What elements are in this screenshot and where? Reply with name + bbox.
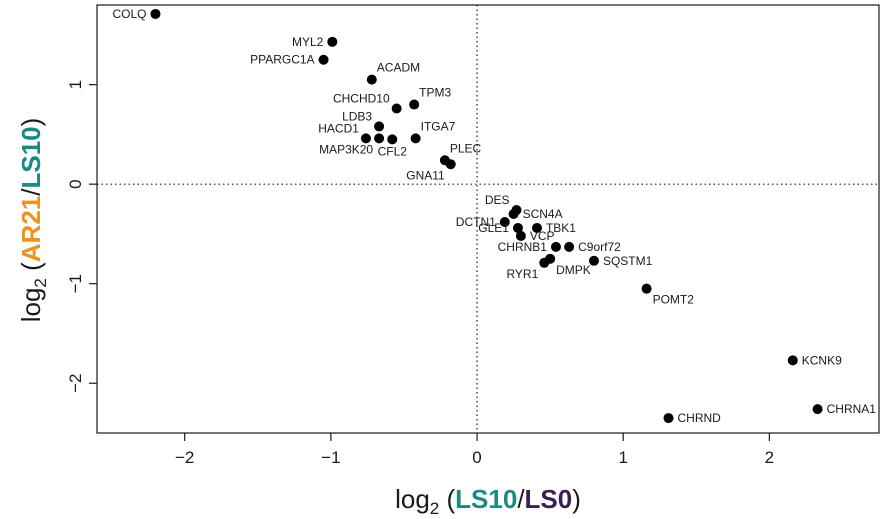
y-axis-title-open: ( (16, 262, 46, 278)
y-tick-label: 0 (66, 179, 85, 188)
y-axis: −2 −1 0 1 (66, 80, 97, 393)
point-label: GNA11 (406, 168, 445, 182)
data-point (499, 216, 510, 227)
point-label: PPARGC1A (250, 53, 314, 67)
y-axis-title-close: ) (16, 118, 46, 127)
data-points (150, 8, 823, 424)
x-axis-title-open: ( (439, 484, 455, 514)
x-axis-title: log2 (LS10/LS0) (395, 484, 581, 518)
data-point (391, 103, 402, 114)
y-axis-title-subscript: 2 (31, 278, 50, 287)
data-point (812, 404, 823, 415)
plot-frame (96, 4, 880, 434)
y-axis-title-prefix: log (16, 288, 46, 323)
point-label: PLEC (450, 141, 482, 155)
y-tick-label: 1 (66, 80, 85, 89)
data-point (508, 209, 519, 220)
x-axis-title-subscript: 2 (430, 499, 439, 518)
data-point (409, 99, 420, 110)
point-label: ACADM (377, 61, 420, 75)
point-label: POMT2 (653, 293, 695, 307)
point-label: SQSTM1 (603, 254, 653, 268)
point-label: DES (485, 193, 510, 207)
data-point (366, 74, 377, 85)
data-point (410, 133, 421, 144)
point-label: CFL2 (378, 144, 408, 158)
data-point (588, 255, 599, 266)
point-label: RYR1 (506, 267, 538, 281)
x-axis-title-separator: / (517, 484, 525, 514)
reference-lines (97, 5, 879, 433)
y-axis-title-denominator: LS10 (16, 126, 46, 188)
y-axis-title-separator: / (16, 188, 46, 196)
x-axis-title-numerator: LS10 (455, 484, 517, 514)
data-point (663, 413, 674, 424)
point-label: CHRND (678, 411, 722, 425)
x-tick-label: −1 (321, 448, 340, 467)
data-point (327, 36, 338, 47)
data-point (512, 222, 523, 233)
data-point (515, 230, 526, 241)
y-axis-title-numerator: AR21 (16, 196, 46, 262)
data-point (545, 253, 556, 264)
point-label: LDB3 (342, 109, 372, 123)
point-label: HACD1 (318, 121, 359, 135)
point-label: COLQ (112, 7, 146, 21)
data-point (374, 121, 385, 132)
y-tick-label: −2 (66, 374, 85, 393)
x-axis-title-denominator: LS0 (525, 484, 573, 514)
data-point (787, 355, 798, 366)
point-label: TPM3 (419, 86, 451, 100)
data-point (374, 133, 385, 144)
data-point (445, 159, 456, 170)
point-label: TBK1 (546, 221, 576, 235)
x-tick-label: −2 (175, 448, 194, 467)
data-point (150, 8, 161, 19)
x-tick-label: 1 (618, 448, 627, 467)
data-point (641, 283, 652, 294)
point-label: CHRNB1 (498, 240, 548, 254)
point-label: MAP3K20 (319, 142, 373, 156)
point-label: CHCHD10 (333, 92, 390, 106)
data-point (360, 133, 371, 144)
point-label: CHRNA1 (827, 402, 877, 416)
point-label: C9orf72 (578, 240, 621, 254)
x-tick-label: 0 (472, 448, 481, 467)
y-tick-label: −1 (66, 274, 85, 293)
point-labels: COLQ MYL2 PPARGC1A ACADM CHCHD10 TPM3 LDB3 ITGA… (112, 7, 876, 425)
point-label: KCNK9 (802, 353, 842, 367)
point-label: SCN4A (523, 207, 563, 221)
point-label: DMPK (556, 263, 591, 277)
point-label: GLE1 (478, 221, 509, 235)
y-axis-title: log2 (AR21/LS10) (16, 118, 50, 323)
x-axis-title-prefix: log (395, 484, 430, 514)
data-point (550, 241, 561, 252)
x-axis-title-close: ) (572, 484, 581, 514)
data-point (387, 134, 398, 145)
point-label: MYL2 (292, 35, 324, 49)
x-tick-label: 2 (765, 448, 774, 467)
point-label: ITGA7 (421, 119, 456, 133)
data-point (564, 241, 575, 252)
x-axis: −2 −1 0 1 2 (175, 433, 774, 467)
point-label: VCP (530, 229, 555, 243)
point-label: DCTN1 (456, 215, 496, 229)
data-point (531, 222, 542, 233)
data-point (318, 54, 329, 65)
